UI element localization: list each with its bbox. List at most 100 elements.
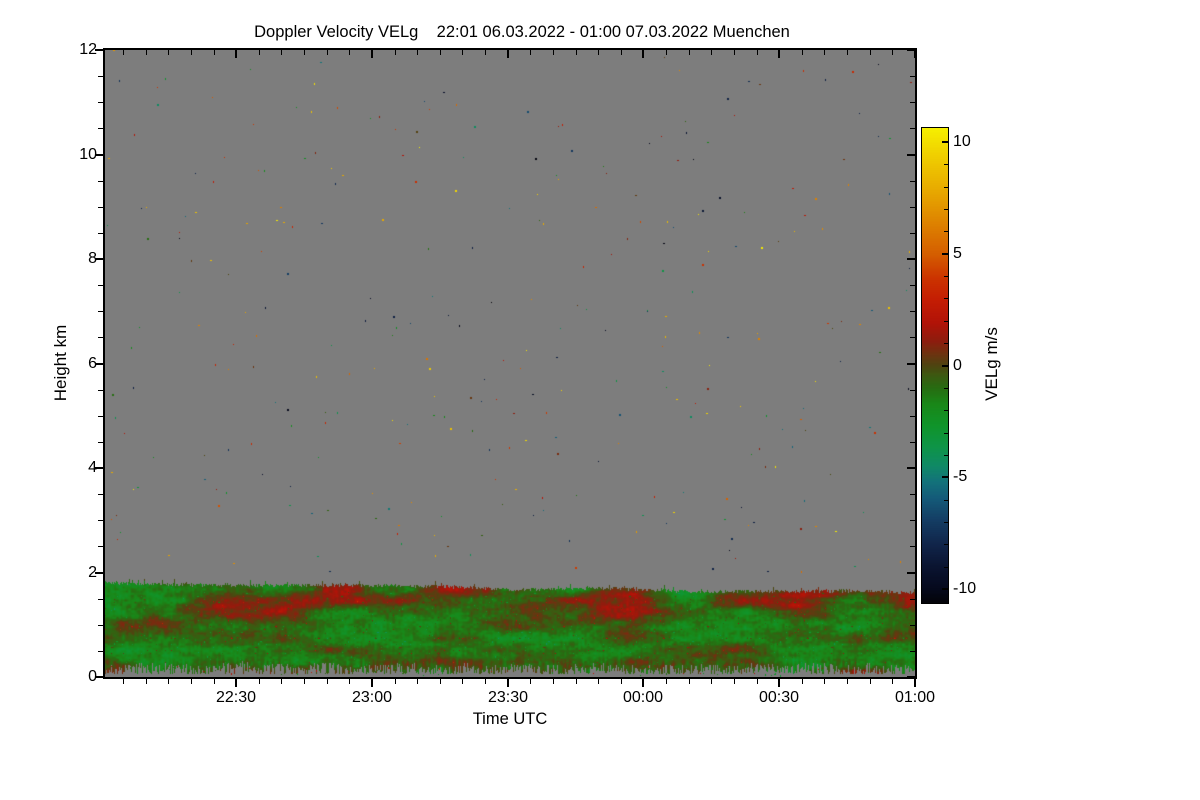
x-minor-tick — [530, 679, 531, 684]
y-major-tick-right — [907, 676, 915, 678]
x-minor-tick — [191, 679, 192, 684]
colorbar-major-tick — [942, 588, 948, 590]
x-minor-tick — [395, 679, 396, 684]
y-minor-tick-right — [910, 625, 915, 626]
x-minor-tick-top — [621, 50, 622, 55]
colorbar-minor-tick — [944, 410, 948, 411]
y-major-tick — [95, 676, 103, 678]
y-major-tick-right — [907, 154, 915, 156]
x-axis-label: Time UTC — [472, 710, 548, 728]
x-minor-tick — [417, 679, 418, 684]
y-minor-tick — [98, 390, 103, 391]
y-major-tick — [95, 572, 103, 574]
y-minor-tick-right — [910, 181, 915, 182]
colorbar-minor-tick — [944, 321, 948, 322]
y-minor-tick — [98, 625, 103, 626]
x-minor-tick — [146, 679, 147, 684]
colorbar-minor-tick — [944, 567, 948, 568]
x-minor-tick — [281, 679, 282, 684]
y-minor-tick-right — [910, 311, 915, 312]
y-minor-tick — [98, 311, 103, 312]
y-minor-tick — [98, 337, 103, 338]
y-minor-tick — [98, 651, 103, 652]
x-minor-tick — [621, 679, 622, 684]
y-major-tick — [95, 363, 103, 365]
plot-area — [103, 48, 917, 679]
x-minor-tick-top — [146, 50, 147, 55]
x-minor-tick — [734, 679, 735, 684]
colorbar-minor-tick — [944, 388, 948, 389]
y-minor-tick-right — [910, 520, 915, 521]
y-tick-label: 8 — [88, 250, 97, 267]
x-minor-tick-top — [417, 50, 418, 55]
x-tick-label: 00:30 — [758, 689, 800, 706]
x-minor-tick-top — [802, 50, 803, 55]
x-minor-tick — [870, 679, 871, 684]
x-minor-tick-top — [214, 50, 215, 55]
x-minor-tick — [462, 679, 463, 684]
x-minor-tick — [553, 679, 554, 684]
x-major-tick-top — [371, 50, 373, 58]
colorbar-tick-label: 10 — [953, 133, 971, 150]
y-minor-tick — [98, 128, 103, 129]
colorbar-minor-tick — [944, 276, 948, 277]
y-major-tick-right — [907, 572, 915, 574]
y-minor-tick — [98, 102, 103, 103]
x-minor-tick-top — [870, 50, 871, 55]
x-minor-tick — [485, 679, 486, 684]
y-major-tick — [95, 258, 103, 260]
x-major-tick — [235, 679, 237, 687]
x-minor-tick — [440, 679, 441, 684]
x-minor-tick-top — [191, 50, 192, 55]
x-minor-tick — [259, 679, 260, 684]
y-minor-tick-right — [910, 442, 915, 443]
colorbar-major-tick — [942, 141, 948, 143]
x-minor-tick-top — [304, 50, 305, 55]
y-minor-tick-right — [910, 416, 915, 417]
x-minor-tick-top — [395, 50, 396, 55]
x-minor-tick-top — [259, 50, 260, 55]
x-minor-tick-top — [440, 50, 441, 55]
colorbar-minor-tick — [944, 433, 948, 434]
x-major-tick — [507, 679, 509, 687]
y-minor-tick-right — [910, 76, 915, 77]
colorbar-minor-tick — [944, 187, 948, 188]
x-minor-tick — [349, 679, 350, 684]
x-minor-tick-top — [462, 50, 463, 55]
y-minor-tick — [98, 494, 103, 495]
y-major-tick-right — [907, 467, 915, 469]
x-tick-label: 00:00 — [622, 689, 664, 706]
y-minor-tick-right — [910, 494, 915, 495]
x-minor-tick — [304, 679, 305, 684]
y-major-tick-right — [907, 363, 915, 365]
y-minor-tick-right — [910, 128, 915, 129]
x-minor-tick-top — [711, 50, 712, 55]
colorbar-tick-label: -10 — [953, 580, 977, 597]
x-minor-tick — [802, 679, 803, 684]
y-minor-tick-right — [910, 337, 915, 338]
x-minor-tick-top — [553, 50, 554, 55]
y-minor-tick — [98, 442, 103, 443]
x-major-tick-top — [642, 50, 644, 58]
x-minor-tick — [757, 679, 758, 684]
x-minor-tick-top — [281, 50, 282, 55]
x-minor-tick — [711, 679, 712, 684]
y-minor-tick — [98, 546, 103, 547]
x-minor-tick-top — [689, 50, 690, 55]
x-minor-tick — [123, 679, 124, 684]
y-minor-tick — [98, 520, 103, 521]
x-minor-tick-top — [123, 50, 124, 55]
heatmap-canvas — [105, 50, 915, 677]
x-minor-tick — [598, 679, 599, 684]
y-minor-tick-right — [910, 285, 915, 286]
y-tick-label: 6 — [88, 355, 97, 372]
colorbar-tick-label: 5 — [953, 245, 962, 262]
x-major-tick-top — [778, 50, 780, 58]
y-minor-tick-right — [910, 651, 915, 652]
x-minor-tick-top — [576, 50, 577, 55]
x-major-tick-top — [507, 50, 509, 58]
y-minor-tick — [98, 207, 103, 208]
x-minor-tick-top — [734, 50, 735, 55]
x-minor-tick-top — [485, 50, 486, 55]
